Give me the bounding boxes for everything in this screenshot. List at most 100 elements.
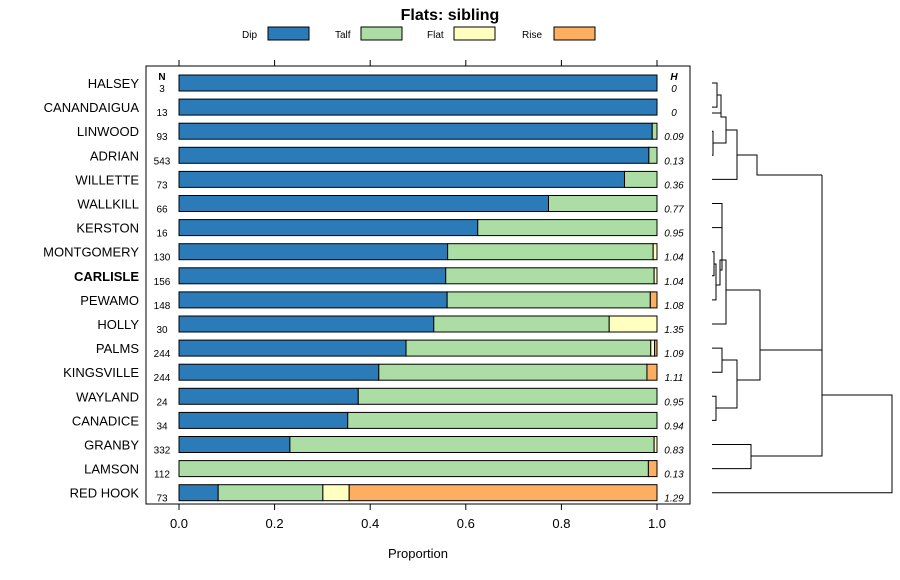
row-n-lamson: 112 bbox=[154, 470, 170, 481]
dendrogram-branch-6 bbox=[712, 203, 723, 271]
x-axis-title: Proportion bbox=[388, 546, 448, 561]
x-tick-label-2: 0.4 bbox=[361, 516, 379, 531]
x-axis: 0.0 0.2 0.4 0.6 0.8 1.0 bbox=[170, 60, 666, 531]
x-tick-label-5: 1.0 bbox=[648, 516, 666, 531]
bar-palms-dip bbox=[178, 339, 407, 357]
bar-palms-flat bbox=[650, 339, 656, 357]
row-h-lamson: 0.13 bbox=[664, 470, 684, 481]
row-h-wallkill: 0.77 bbox=[664, 205, 684, 216]
dendrogram-branch-17 bbox=[751, 175, 823, 457]
bar-kingsville-talf bbox=[378, 363, 648, 381]
legend-label-talf: Talf bbox=[335, 30, 351, 41]
bar-red-hook-dip bbox=[178, 484, 219, 502]
bar-kerston-talf bbox=[477, 219, 658, 237]
dendrogram-branch-9 bbox=[712, 263, 717, 301]
row-h-canandaigua: 0 bbox=[671, 108, 677, 119]
n-header: N bbox=[158, 72, 165, 83]
bar-lamson-talf bbox=[178, 460, 649, 478]
dendrogram-branch-3 bbox=[713, 104, 727, 144]
legend-label-rise: Rise bbox=[522, 30, 542, 41]
row-n-willette: 73 bbox=[156, 180, 168, 191]
row-h-linwood: 0.09 bbox=[664, 132, 684, 143]
bar-holly-talf bbox=[433, 315, 610, 333]
row-label-halsey: HALSEY bbox=[88, 76, 140, 91]
bar-holly-dip bbox=[178, 315, 435, 333]
bar-palms-talf bbox=[405, 339, 652, 357]
bar-palms-rise bbox=[654, 339, 658, 357]
bar-kingsville-dip bbox=[178, 363, 380, 381]
legend-label-dip: Dip bbox=[242, 30, 257, 41]
row-n-canandaigua: 13 bbox=[156, 108, 168, 119]
bar-pewamo-dip bbox=[178, 291, 448, 309]
row-h-kingsville: 1.11 bbox=[665, 373, 684, 384]
bar-canandaigua-dip bbox=[178, 98, 658, 116]
bar-holly-flat bbox=[608, 315, 658, 333]
row-h-wayland: 0.95 bbox=[664, 397, 684, 408]
bar-pewamo-talf bbox=[446, 291, 651, 309]
row-n-wayland: 24 bbox=[156, 397, 168, 408]
dendrogram-branch-11 bbox=[726, 289, 761, 350]
legend-label-flat: Flat bbox=[427, 30, 444, 41]
row-h-willette: 0.36 bbox=[664, 180, 684, 191]
bar-carlisle-talf bbox=[445, 267, 655, 285]
bar-montgomery-dip bbox=[178, 243, 449, 261]
bar-wallkill-dip bbox=[178, 195, 549, 212]
dendrogram-branch-0 bbox=[712, 82, 718, 108]
bar-wayland-dip bbox=[178, 387, 359, 405]
bar-linwood-talf bbox=[651, 122, 658, 140]
bar-kerston-dip bbox=[178, 219, 479, 237]
bar-wallkill-talf bbox=[547, 195, 658, 212]
row-h-holly: 1.35 bbox=[664, 325, 684, 336]
dendrogram-branch-5 bbox=[737, 154, 822, 176]
legend-swatch-rise bbox=[553, 26, 596, 41]
row-n-kingsville: 244 bbox=[154, 373, 171, 384]
row-label-kerston: KERSTON bbox=[76, 221, 139, 236]
row-n-carlisle: 156 bbox=[154, 277, 171, 288]
row-n-wallkill: 66 bbox=[156, 205, 168, 216]
row-n-adrian: 543 bbox=[154, 156, 171, 167]
legend-swatch-flat bbox=[453, 26, 496, 41]
row-label-pewamo: PEWAMO bbox=[80, 293, 139, 308]
bar-willette-dip bbox=[178, 170, 625, 188]
row-h-palms: 1.09 bbox=[664, 349, 684, 360]
x-tick-label-1: 0.2 bbox=[266, 516, 284, 531]
bar-canadice-dip bbox=[178, 411, 349, 429]
h-header: H bbox=[670, 72, 678, 83]
legend-swatch-dip bbox=[267, 26, 310, 41]
chart-title: Flats: sibling bbox=[401, 7, 500, 24]
row-h-pewamo: 1.08 bbox=[664, 301, 684, 312]
row-n-pewamo: 148 bbox=[154, 301, 171, 312]
row-label-kingsville: KINGSVILLE bbox=[63, 365, 139, 380]
bar-kingsville-rise bbox=[646, 363, 658, 381]
row-label-montgomery: MONTGOMERY bbox=[43, 245, 139, 260]
row-h-kerston: 0.95 bbox=[664, 229, 684, 240]
row-h-granby: 0.83 bbox=[664, 446, 684, 457]
row-n-red-hook: 73 bbox=[156, 494, 168, 505]
row-h-red-hook: 1.29 bbox=[664, 494, 684, 505]
dendrogram-branch-14 bbox=[712, 395, 717, 421]
bar-pewamo-rise bbox=[649, 291, 658, 309]
bar-montgomery-talf bbox=[447, 243, 654, 261]
legend-swatch-talf bbox=[360, 26, 403, 41]
row-n-holly: 30 bbox=[156, 325, 168, 336]
bar-granby-dip bbox=[178, 436, 291, 453]
row-label-holly: HOLLY bbox=[97, 317, 139, 332]
row-label-canandaigua: CANANDAIGUA bbox=[44, 100, 140, 115]
dendrogram bbox=[712, 82, 893, 494]
bar-willette-talf bbox=[623, 170, 658, 188]
row-label-carlisle: CARLISLE bbox=[74, 269, 139, 284]
dendrogram-branch-16 bbox=[712, 444, 752, 470]
x-tick-label-0: 0.0 bbox=[170, 516, 188, 531]
row-label-red-hook: RED HOOK bbox=[70, 486, 140, 501]
bar-red-hook-talf bbox=[217, 484, 324, 502]
row-label-palms: PALMS bbox=[96, 341, 139, 356]
row-h-carlisle: 1.04 bbox=[664, 277, 684, 288]
legend: Dip Talf Flat Rise bbox=[242, 26, 596, 41]
row-n-montgomery: 130 bbox=[154, 253, 171, 264]
row-label-granby: GRANBY bbox=[84, 438, 139, 453]
bar-red-hook-rise bbox=[348, 484, 658, 502]
bar-lamson-rise bbox=[647, 460, 658, 478]
row-label-adrian: ADRIAN bbox=[90, 148, 139, 163]
dendrogram-branch-12 bbox=[712, 347, 723, 373]
bar-canadice-talf bbox=[347, 411, 658, 429]
